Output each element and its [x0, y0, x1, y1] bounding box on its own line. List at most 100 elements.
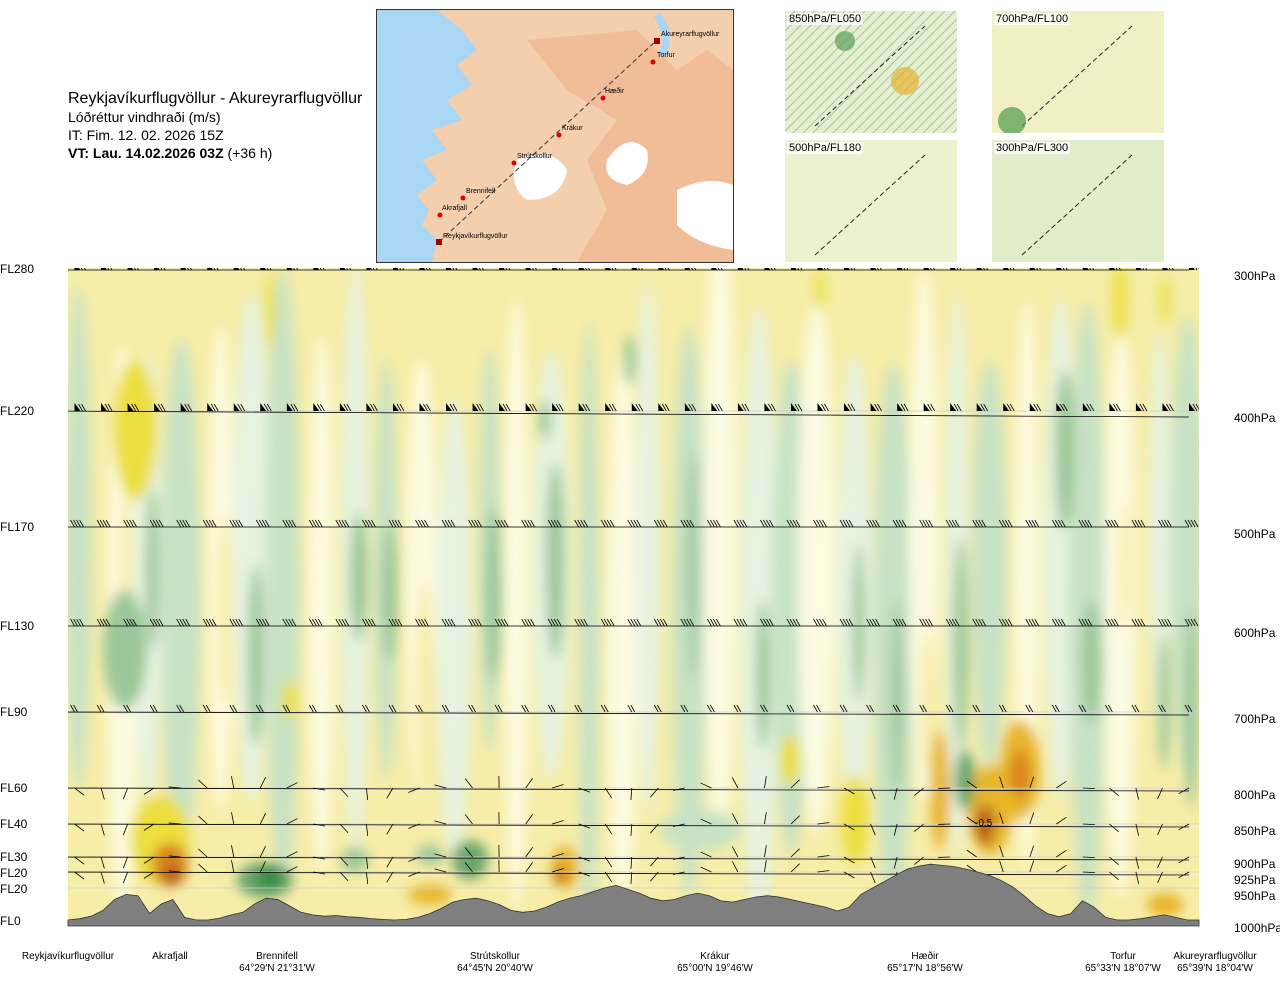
barb-feather — [667, 268, 670, 271]
barb-feather — [710, 618, 715, 627]
wind-barb — [605, 403, 617, 412]
barb-feather — [1084, 519, 1090, 528]
barb-feather — [434, 853, 447, 858]
barb-feather — [434, 868, 447, 873]
barb-feather — [211, 519, 217, 528]
field-spot — [265, 270, 275, 350]
wind-barb — [255, 704, 264, 713]
barb-feather — [1116, 403, 1121, 412]
barb-feather — [184, 403, 190, 412]
barb-pennant — [1135, 268, 1142, 270]
barb-feather — [1054, 519, 1060, 528]
wind-barb — [1029, 403, 1042, 412]
barb-feather — [953, 403, 959, 412]
wind-barb — [362, 519, 376, 528]
barb-feather — [744, 268, 747, 271]
barb-feather — [650, 871, 659, 882]
field-band — [349, 511, 369, 642]
barb-feather — [764, 860, 767, 873]
barb-feather — [179, 519, 185, 528]
barb-feather — [152, 704, 158, 713]
barb-feather — [733, 519, 739, 528]
barb-feather — [553, 519, 559, 528]
wind-barb — [521, 618, 535, 627]
wind-barb — [180, 268, 193, 271]
barb-feather — [76, 618, 81, 627]
field-downdraft — [955, 750, 975, 810]
wind-barb — [578, 268, 591, 271]
barb-feather — [1135, 871, 1140, 884]
barb-feather — [611, 403, 617, 412]
wind-barb — [48, 262, 59, 270]
wind-barb — [231, 812, 235, 825]
barb-feather — [231, 845, 235, 858]
barb-pennant — [180, 403, 187, 411]
barb-feather — [286, 851, 298, 858]
barb-shaft — [68, 823, 1190, 828]
barb-feather — [152, 519, 158, 528]
barb-feather — [362, 704, 367, 713]
barb-pennant — [1003, 268, 1010, 270]
wind-barb — [737, 403, 750, 412]
barb-feather — [986, 268, 989, 271]
barb-feather — [346, 403, 352, 412]
barb-feather — [1142, 403, 1148, 412]
barb-feather — [901, 618, 907, 627]
barb-feather — [346, 268, 349, 271]
wind-barb — [1051, 704, 1060, 713]
barb-feather — [1108, 519, 1113, 528]
barb-feather — [80, 268, 83, 271]
field-band — [266, 268, 300, 894]
barb-feather — [1092, 268, 1095, 271]
barb-feather — [680, 704, 686, 713]
wind-barb — [499, 268, 511, 271]
barb-feather — [107, 403, 113, 412]
barb-feather — [335, 704, 341, 713]
barb-feather — [494, 519, 500, 528]
barb-feather — [700, 782, 712, 789]
barb-feather — [450, 519, 456, 528]
barb-feather — [914, 787, 924, 796]
wind-barb — [650, 787, 659, 798]
barb-feather — [1114, 618, 1119, 627]
wind-barb — [950, 268, 962, 271]
barb-pennant — [711, 403, 718, 411]
barb-feather — [945, 704, 951, 713]
barb-feather — [338, 704, 344, 713]
barb-feather — [1139, 403, 1145, 412]
barb-feather — [494, 704, 500, 713]
barb-feather — [577, 519, 583, 528]
barb-feather — [388, 519, 394, 528]
barb-feather — [747, 268, 750, 271]
inset-label: 850hPa/FL050 — [787, 13, 864, 25]
barb-feather — [731, 846, 739, 858]
barb-pennant — [790, 403, 797, 411]
barb-feather — [208, 618, 214, 627]
barb-feather — [343, 403, 349, 412]
barb-feather — [879, 268, 882, 271]
pressure-level-label: 600hPa — [1234, 626, 1276, 640]
wind-barb — [233, 268, 246, 271]
barb-feather — [415, 618, 420, 627]
barb-feather — [845, 618, 851, 627]
location-name: Strútskollur — [469, 951, 520, 962]
barb-feather — [1184, 618, 1190, 627]
barb-feather — [339, 856, 349, 867]
barb-feather — [79, 519, 84, 528]
barb-feather — [447, 519, 453, 528]
barb-feather — [232, 704, 238, 713]
barb-feather — [53, 619, 57, 626]
barb-feather — [205, 618, 211, 627]
barb-feather — [211, 618, 217, 627]
barb-feather — [264, 618, 270, 627]
barb-feather — [259, 846, 266, 858]
barb-feather — [434, 784, 447, 789]
barb-feather — [966, 780, 977, 789]
barb-feather — [1056, 780, 1067, 789]
wind-barb — [122, 823, 128, 836]
wind-barb — [388, 704, 397, 713]
barb-feather — [604, 871, 613, 883]
wind-barb — [999, 860, 1004, 873]
inset-label: 300hPa/FL300 — [994, 142, 1071, 154]
wind-barb — [966, 849, 977, 858]
